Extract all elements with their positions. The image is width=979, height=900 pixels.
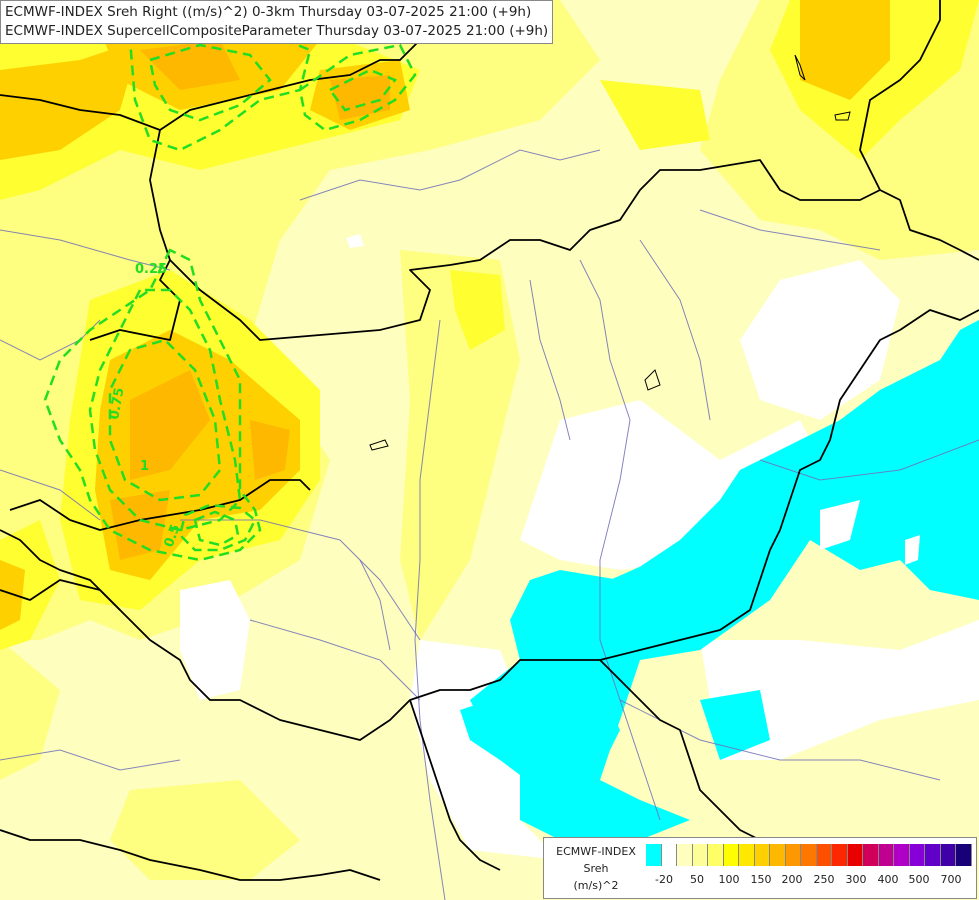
legend-title-line-3: (m/s)^2	[573, 879, 619, 892]
rivers	[0, 149, 979, 900]
legend-tick-label: 100	[718, 873, 740, 886]
sreh-field-orange	[110, 40, 390, 560]
legend-swatch	[847, 844, 863, 866]
legend-swatch	[692, 844, 708, 866]
lakes	[369, 54, 851, 451]
title-line-scp: ECMWF-INDEX SupercellCompositeParameter …	[5, 23, 549, 39]
legend-tick-label: 150	[750, 873, 772, 886]
legend-swatch	[878, 844, 894, 866]
contour-label-05: 0.5	[162, 523, 184, 550]
legend-tick-label: 200	[781, 873, 803, 886]
cyan-holes	[820, 500, 920, 565]
legend-tick-label: 400	[877, 873, 899, 886]
legend-swatch	[940, 844, 956, 866]
country-borders	[0, 0, 979, 881]
legend-swatch	[832, 844, 848, 866]
legend-title-line-1: ECMWF-INDEX	[556, 845, 636, 858]
legend-swatch	[801, 844, 817, 866]
contour-label-1: 1	[140, 459, 149, 474]
sreh-field-cyan	[460, 320, 979, 840]
title-line-sreh: ECMWF-INDEX Sreh Right ((m/s)^2) 0-3km T…	[5, 4, 532, 20]
contour-label-025: 0.25	[135, 262, 167, 277]
map-title-box: ECMWF-INDEX Sreh Right ((m/s)^2) 0-3km T…	[0, 0, 554, 44]
legend-ticks: -20 50 100 150 200 250 300 400 500 700	[646, 873, 976, 889]
legend-swatch	[816, 844, 832, 866]
legend-swatch	[677, 844, 693, 866]
legend-tick-label: -20	[655, 873, 673, 886]
contour-label-075: 0.75	[107, 386, 127, 420]
color-legend: ECMWF-INDEX Sreh (m/s)^2 -20 50 100 150 200 2…	[543, 837, 977, 899]
legend-swatch	[894, 844, 910, 866]
legend-swatch	[925, 844, 941, 866]
legend-swatch	[708, 844, 724, 866]
legend-title-line-2: Sreh	[583, 862, 609, 875]
legend-swatch	[909, 844, 925, 866]
legend-tick-label: 700	[940, 873, 962, 886]
scp-contours	[43, 18, 417, 562]
legend-swatch	[770, 844, 786, 866]
legend-swatch	[956, 844, 972, 866]
legend-swatch	[723, 844, 739, 866]
legend-tick-label: 250	[813, 873, 835, 886]
legend-tick-label: 50	[690, 873, 704, 886]
legend-swatches	[646, 844, 972, 866]
legend-swatch	[863, 844, 879, 866]
legend-swatch	[661, 844, 677, 866]
legend-tick-label: 300	[845, 873, 867, 886]
scp-contour-labels: 0.25 0.75 1 0.5	[107, 262, 183, 549]
legend-swatch	[646, 844, 662, 866]
legend-swatch	[739, 844, 755, 866]
legend-tick-label: 500	[908, 873, 930, 886]
legend-swatch	[754, 844, 770, 866]
legend-swatch	[785, 844, 801, 866]
